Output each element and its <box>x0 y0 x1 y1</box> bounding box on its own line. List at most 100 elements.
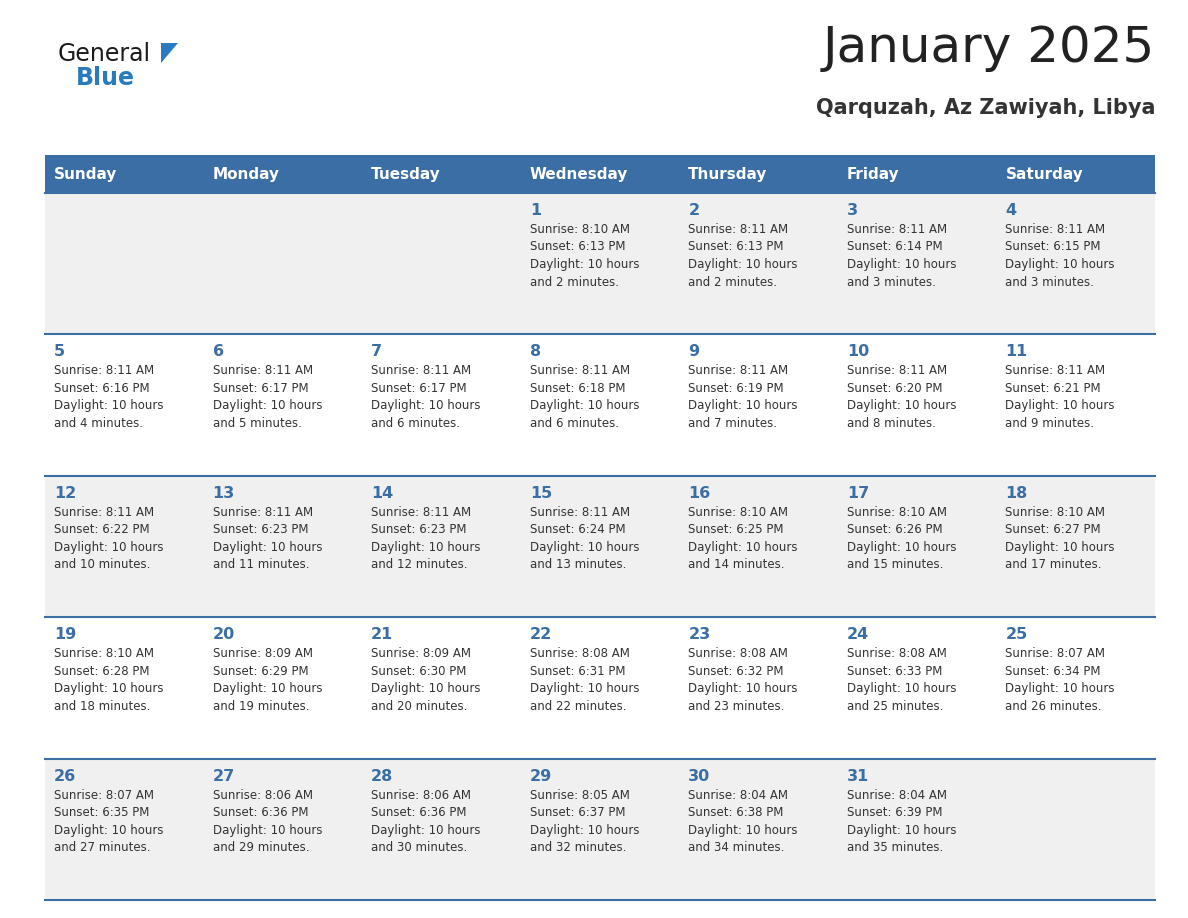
Text: 23: 23 <box>688 627 710 643</box>
Bar <box>203 155 362 193</box>
Text: 18: 18 <box>1005 486 1028 501</box>
Bar <box>838 758 997 900</box>
Bar <box>45 617 203 758</box>
Bar <box>680 155 838 193</box>
Text: Sunrise: 8:10 AM
Sunset: 6:28 PM
Daylight: 10 hours
and 18 minutes.: Sunrise: 8:10 AM Sunset: 6:28 PM Dayligh… <box>53 647 164 712</box>
Bar <box>520 476 680 617</box>
Text: 12: 12 <box>53 486 76 501</box>
Text: Thursday: Thursday <box>688 166 767 182</box>
Bar <box>520 155 680 193</box>
Text: Sunrise: 8:10 AM
Sunset: 6:27 PM
Daylight: 10 hours
and 17 minutes.: Sunrise: 8:10 AM Sunset: 6:27 PM Dayligh… <box>1005 506 1114 571</box>
Text: Sunrise: 8:07 AM
Sunset: 6:34 PM
Daylight: 10 hours
and 26 minutes.: Sunrise: 8:07 AM Sunset: 6:34 PM Dayligh… <box>1005 647 1114 712</box>
Text: Sunrise: 8:11 AM
Sunset: 6:17 PM
Daylight: 10 hours
and 5 minutes.: Sunrise: 8:11 AM Sunset: 6:17 PM Dayligh… <box>213 364 322 430</box>
Text: Sunrise: 8:11 AM
Sunset: 6:17 PM
Daylight: 10 hours
and 6 minutes.: Sunrise: 8:11 AM Sunset: 6:17 PM Dayligh… <box>371 364 481 430</box>
Text: Sunrise: 8:11 AM
Sunset: 6:13 PM
Daylight: 10 hours
and 2 minutes.: Sunrise: 8:11 AM Sunset: 6:13 PM Dayligh… <box>688 223 798 288</box>
Text: 5: 5 <box>53 344 65 360</box>
Text: 20: 20 <box>213 627 235 643</box>
Text: 10: 10 <box>847 344 870 360</box>
Text: Sunrise: 8:08 AM
Sunset: 6:32 PM
Daylight: 10 hours
and 23 minutes.: Sunrise: 8:08 AM Sunset: 6:32 PM Dayligh… <box>688 647 798 712</box>
Bar <box>680 758 838 900</box>
Text: 28: 28 <box>371 768 393 784</box>
Bar <box>838 155 997 193</box>
Text: Sunrise: 8:11 AM
Sunset: 6:20 PM
Daylight: 10 hours
and 8 minutes.: Sunrise: 8:11 AM Sunset: 6:20 PM Dayligh… <box>847 364 956 430</box>
Text: 7: 7 <box>371 344 383 360</box>
Text: 17: 17 <box>847 486 870 501</box>
Text: Sunrise: 8:11 AM
Sunset: 6:22 PM
Daylight: 10 hours
and 10 minutes.: Sunrise: 8:11 AM Sunset: 6:22 PM Dayligh… <box>53 506 164 571</box>
Bar <box>203 334 362 476</box>
Bar <box>45 155 203 193</box>
Text: Sunrise: 8:10 AM
Sunset: 6:25 PM
Daylight: 10 hours
and 14 minutes.: Sunrise: 8:10 AM Sunset: 6:25 PM Dayligh… <box>688 506 798 571</box>
Bar <box>680 193 838 334</box>
Text: Sunrise: 8:11 AM
Sunset: 6:18 PM
Daylight: 10 hours
and 6 minutes.: Sunrise: 8:11 AM Sunset: 6:18 PM Dayligh… <box>530 364 639 430</box>
Text: Sunrise: 8:11 AM
Sunset: 6:15 PM
Daylight: 10 hours
and 3 minutes.: Sunrise: 8:11 AM Sunset: 6:15 PM Dayligh… <box>1005 223 1114 288</box>
Text: Friday: Friday <box>847 166 899 182</box>
Text: Sunrise: 8:08 AM
Sunset: 6:31 PM
Daylight: 10 hours
and 22 minutes.: Sunrise: 8:08 AM Sunset: 6:31 PM Dayligh… <box>530 647 639 712</box>
Text: January 2025: January 2025 <box>823 24 1155 72</box>
Polygon shape <box>162 43 178 63</box>
Bar <box>362 155 520 193</box>
Text: 4: 4 <box>1005 203 1017 218</box>
Text: Sunrise: 8:07 AM
Sunset: 6:35 PM
Daylight: 10 hours
and 27 minutes.: Sunrise: 8:07 AM Sunset: 6:35 PM Dayligh… <box>53 789 164 854</box>
Bar <box>997 334 1155 476</box>
Bar <box>203 617 362 758</box>
Text: Saturday: Saturday <box>1005 166 1083 182</box>
Bar <box>520 758 680 900</box>
Text: Sunrise: 8:09 AM
Sunset: 6:29 PM
Daylight: 10 hours
and 19 minutes.: Sunrise: 8:09 AM Sunset: 6:29 PM Dayligh… <box>213 647 322 712</box>
Text: Qarquzah, Az Zawiyah, Libya: Qarquzah, Az Zawiyah, Libya <box>815 98 1155 118</box>
Bar <box>362 193 520 334</box>
Text: Sunrise: 8:11 AM
Sunset: 6:14 PM
Daylight: 10 hours
and 3 minutes.: Sunrise: 8:11 AM Sunset: 6:14 PM Dayligh… <box>847 223 956 288</box>
Text: 31: 31 <box>847 768 870 784</box>
Bar <box>45 476 203 617</box>
Text: 2: 2 <box>688 203 700 218</box>
Text: 8: 8 <box>530 344 541 360</box>
Text: General: General <box>58 42 151 66</box>
Text: Sunrise: 8:06 AM
Sunset: 6:36 PM
Daylight: 10 hours
and 30 minutes.: Sunrise: 8:06 AM Sunset: 6:36 PM Dayligh… <box>371 789 481 854</box>
Text: Sunrise: 8:06 AM
Sunset: 6:36 PM
Daylight: 10 hours
and 29 minutes.: Sunrise: 8:06 AM Sunset: 6:36 PM Dayligh… <box>213 789 322 854</box>
Text: 24: 24 <box>847 627 870 643</box>
Bar <box>362 334 520 476</box>
Text: Sunrise: 8:11 AM
Sunset: 6:21 PM
Daylight: 10 hours
and 9 minutes.: Sunrise: 8:11 AM Sunset: 6:21 PM Dayligh… <box>1005 364 1114 430</box>
Text: Sunrise: 8:09 AM
Sunset: 6:30 PM
Daylight: 10 hours
and 20 minutes.: Sunrise: 8:09 AM Sunset: 6:30 PM Dayligh… <box>371 647 481 712</box>
Bar <box>520 617 680 758</box>
Text: Sunrise: 8:08 AM
Sunset: 6:33 PM
Daylight: 10 hours
and 25 minutes.: Sunrise: 8:08 AM Sunset: 6:33 PM Dayligh… <box>847 647 956 712</box>
Bar <box>203 758 362 900</box>
Text: 9: 9 <box>688 344 700 360</box>
Text: Sunrise: 8:04 AM
Sunset: 6:38 PM
Daylight: 10 hours
and 34 minutes.: Sunrise: 8:04 AM Sunset: 6:38 PM Dayligh… <box>688 789 798 854</box>
Bar <box>45 193 203 334</box>
Text: 15: 15 <box>530 486 552 501</box>
Bar <box>997 193 1155 334</box>
Text: Sunrise: 8:05 AM
Sunset: 6:37 PM
Daylight: 10 hours
and 32 minutes.: Sunrise: 8:05 AM Sunset: 6:37 PM Dayligh… <box>530 789 639 854</box>
Bar <box>362 476 520 617</box>
Text: 26: 26 <box>53 768 76 784</box>
Text: 21: 21 <box>371 627 393 643</box>
Text: 3: 3 <box>847 203 858 218</box>
Bar <box>45 758 203 900</box>
Text: Wednesday: Wednesday <box>530 166 628 182</box>
Bar <box>362 617 520 758</box>
Bar <box>838 334 997 476</box>
Text: Sunrise: 8:04 AM
Sunset: 6:39 PM
Daylight: 10 hours
and 35 minutes.: Sunrise: 8:04 AM Sunset: 6:39 PM Dayligh… <box>847 789 956 854</box>
Text: 16: 16 <box>688 486 710 501</box>
Bar <box>680 476 838 617</box>
Bar <box>203 476 362 617</box>
Text: 27: 27 <box>213 768 235 784</box>
Text: 1: 1 <box>530 203 541 218</box>
Text: 29: 29 <box>530 768 552 784</box>
Text: Tuesday: Tuesday <box>371 166 441 182</box>
Text: 22: 22 <box>530 627 552 643</box>
Bar <box>520 193 680 334</box>
Text: 13: 13 <box>213 486 235 501</box>
Text: Sunrise: 8:11 AM
Sunset: 6:24 PM
Daylight: 10 hours
and 13 minutes.: Sunrise: 8:11 AM Sunset: 6:24 PM Dayligh… <box>530 506 639 571</box>
Bar <box>838 193 997 334</box>
Bar <box>203 193 362 334</box>
Bar <box>838 617 997 758</box>
Bar <box>997 617 1155 758</box>
Bar <box>45 334 203 476</box>
Text: Blue: Blue <box>76 66 135 90</box>
Text: 25: 25 <box>1005 627 1028 643</box>
Text: Sunrise: 8:10 AM
Sunset: 6:26 PM
Daylight: 10 hours
and 15 minutes.: Sunrise: 8:10 AM Sunset: 6:26 PM Dayligh… <box>847 506 956 571</box>
Text: Sunrise: 8:10 AM
Sunset: 6:13 PM
Daylight: 10 hours
and 2 minutes.: Sunrise: 8:10 AM Sunset: 6:13 PM Dayligh… <box>530 223 639 288</box>
Text: Monday: Monday <box>213 166 279 182</box>
Text: 11: 11 <box>1005 344 1028 360</box>
Bar <box>362 758 520 900</box>
